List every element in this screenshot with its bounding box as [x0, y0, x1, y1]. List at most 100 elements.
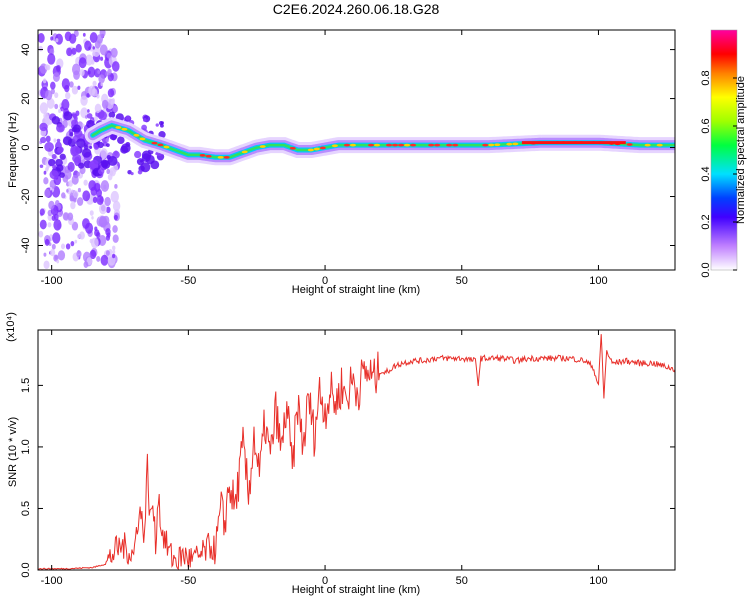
spectrogram-y-tick-label: 0 — [20, 144, 32, 150]
noise-blob — [56, 138, 61, 143]
noise-blob — [106, 98, 114, 110]
noise-blob — [98, 215, 107, 228]
noise-blob — [160, 121, 164, 125]
noise-blob — [92, 80, 97, 87]
ridge-hotspot — [199, 153, 206, 157]
noise-blob — [73, 190, 79, 198]
ridge-hotspot — [133, 133, 140, 137]
ridge-hotspot — [446, 143, 453, 147]
ridge-hotspot — [410, 143, 417, 147]
noise-blob — [39, 208, 45, 216]
ridge-hotspot — [151, 141, 158, 145]
spectrogram-noise — [38, 30, 166, 270]
noise-blob — [51, 243, 56, 250]
noise-blob — [71, 63, 81, 76]
ridge-hotspot — [374, 143, 381, 147]
noise-blob — [43, 170, 47, 175]
noise-blob — [125, 115, 131, 121]
ridge-hotspot — [494, 143, 501, 147]
ridge-hotspot — [644, 143, 651, 147]
snr-plot-area — [38, 330, 675, 570]
snr-x-tick-label: 50 — [456, 575, 468, 587]
noise-blob — [83, 261, 89, 268]
noise-blob — [85, 54, 94, 66]
spectrogram-y-tick-label: -40 — [20, 238, 32, 254]
noise-blob — [71, 85, 79, 95]
ridge-hotspot — [157, 143, 164, 147]
noise-blob — [39, 164, 44, 169]
noise-blob — [38, 45, 43, 52]
noise-blob — [120, 145, 129, 154]
noise-blob — [109, 170, 114, 176]
ridge-hotspot — [343, 143, 350, 147]
noise-blob — [99, 203, 107, 215]
noise-blob — [45, 135, 51, 143]
noise-blob — [71, 146, 81, 156]
noise-blob — [142, 118, 147, 122]
spectrogram-panel: -100 -50 0 50 100 40 20 0 -20 -40 Height of stra… — [7, 29, 676, 296]
ridge-hotspot — [289, 146, 296, 150]
snr-scale-label: (x10⁴) — [5, 312, 17, 342]
snr-y-ticks: 0.0 0.5 1.0 1.5 — [20, 378, 675, 578]
noise-blob — [114, 183, 118, 189]
noise-blob — [70, 240, 75, 247]
noise-blob — [62, 136, 72, 146]
ridge-hotspot — [452, 143, 459, 147]
spectrogram-x-tick-label: 50 — [456, 275, 468, 287]
noise-blob — [70, 201, 76, 210]
noise-blob — [50, 81, 56, 90]
noise-blob — [100, 180, 110, 192]
ridge-hotspot — [259, 145, 266, 148]
noise-blob — [105, 206, 111, 214]
noise-blob — [110, 190, 119, 203]
noise-blob — [96, 256, 101, 262]
noise-blob — [110, 47, 118, 58]
noise-blob — [72, 153, 82, 163]
colorbar: 0.0 0.2 0.4 0.6 0.8 Normalized spectral ampl… — [700, 29, 747, 278]
ridge-hotspot — [307, 148, 314, 152]
spectrogram-ridge — [84, 117, 675, 166]
ridge-hotspot — [404, 143, 411, 147]
snr-series-line — [38, 334, 675, 570]
noise-blob — [68, 180, 73, 187]
noise-blob — [43, 177, 49, 185]
ridge-hotspot — [656, 143, 663, 147]
noise-blob — [86, 93, 90, 98]
noise-blob — [61, 192, 66, 199]
noise-blob — [56, 164, 64, 172]
noise-blob — [54, 255, 58, 260]
noise-blob — [57, 250, 66, 261]
spectrogram-y-ticks: 40 20 0 -20 -40 — [20, 43, 675, 253]
noise-blob — [104, 196, 111, 207]
noise-blob — [108, 111, 116, 119]
noise-blob — [65, 92, 71, 100]
noise-blob — [76, 197, 84, 206]
noise-blob — [56, 146, 64, 154]
noise-blob — [71, 189, 74, 193]
noise-blob — [47, 53, 56, 65]
noise-blob — [44, 89, 53, 101]
noise-blob — [50, 36, 54, 41]
noise-blob — [66, 47, 73, 57]
noise-blob — [53, 138, 57, 143]
spectrogram-x-tick-label: 100 — [589, 275, 607, 287]
ridge-hotspot — [386, 143, 393, 147]
chart-title: C2E6.2024.260.06.18.G28 — [273, 1, 440, 17]
noise-blob — [99, 30, 106, 37]
noise-blob — [101, 99, 109, 109]
snr-y-axis-label: SNR (10 * v/v) — [7, 417, 19, 487]
ridge-hotspot — [428, 143, 435, 147]
noise-blob — [106, 168, 111, 175]
noise-blob — [97, 111, 108, 121]
noise-blob — [63, 111, 73, 121]
noise-blob — [58, 108, 62, 114]
ridge-hotspot — [367, 143, 374, 147]
noise-blob — [107, 88, 115, 98]
noise-blob — [107, 173, 113, 181]
noise-blob — [91, 216, 94, 220]
spectrogram-frame — [37, 29, 676, 271]
noise-blob — [75, 110, 80, 117]
noise-blob — [81, 148, 92, 158]
ridge-hotspot — [319, 146, 326, 150]
snr-y-tick-label: 1.5 — [20, 378, 32, 393]
